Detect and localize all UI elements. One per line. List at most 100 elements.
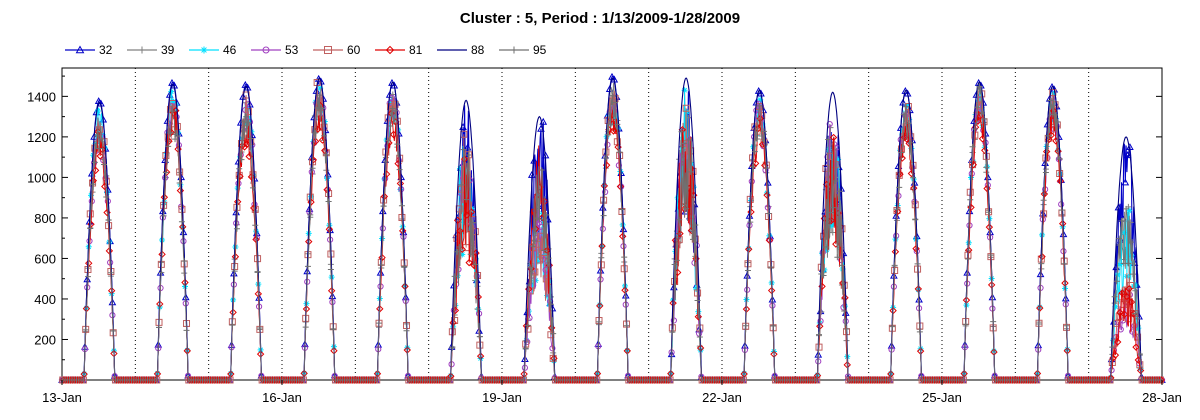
data-point [169, 99, 177, 107]
data-point [683, 205, 690, 212]
data-point [1131, 309, 1139, 317]
data-point [763, 165, 770, 172]
data-point [827, 216, 835, 225]
data-point [174, 133, 181, 140]
data-point [376, 320, 383, 327]
data-point [550, 330, 557, 337]
legend-item-53: 53 [251, 43, 299, 57]
data-point [621, 254, 628, 261]
data-point [254, 255, 262, 263]
data-point [1136, 351, 1143, 358]
data-point [767, 261, 775, 269]
data-point [254, 268, 261, 275]
data-point [256, 325, 264, 333]
data-point [101, 182, 109, 191]
y-tick-label: 800 [34, 211, 56, 226]
data-point [453, 216, 462, 225]
data-point [463, 143, 472, 151]
data-point [987, 253, 995, 261]
data-point [530, 156, 538, 164]
data-point [231, 262, 239, 270]
data-point [472, 261, 479, 268]
data-point [467, 251, 474, 258]
data-point [178, 205, 186, 213]
data-point [1125, 285, 1133, 293]
data-point [967, 203, 975, 212]
data-point [1127, 298, 1136, 306]
data-point [302, 324, 309, 331]
data-point [887, 377, 894, 383]
data-point [307, 198, 315, 206]
data-point [373, 377, 380, 383]
data-point [896, 184, 903, 191]
data-point [89, 181, 96, 188]
data-point [456, 227, 464, 235]
data-point [747, 219, 754, 226]
data-point [754, 135, 761, 142]
data-point [394, 141, 401, 148]
data-point [692, 222, 699, 229]
data-point [247, 173, 256, 181]
legend-label: 39 [161, 43, 175, 57]
data-point [1042, 169, 1049, 176]
data-point [401, 263, 408, 270]
data-point [109, 329, 117, 337]
data-point [527, 264, 534, 271]
data-point [671, 261, 678, 268]
data-point [829, 229, 836, 236]
data-point [755, 102, 763, 110]
data-point [903, 103, 910, 110]
data-point [978, 90, 986, 98]
data-point [960, 377, 967, 383]
data-point [1040, 197, 1047, 204]
data-point [156, 324, 163, 331]
data-point [829, 133, 838, 142]
data-point [983, 164, 990, 171]
data-point [820, 272, 827, 279]
data-point [1033, 377, 1040, 383]
data-point [891, 267, 899, 275]
data-point [903, 103, 910, 110]
data-point [813, 371, 822, 380]
data-point [689, 236, 696, 243]
data-point [168, 88, 175, 95]
data-point [240, 118, 247, 125]
legend-marker [324, 46, 332, 54]
y-tick-label: 1000 [27, 170, 56, 185]
x-tick-label: 19-Jan [482, 390, 522, 405]
data-point [985, 209, 992, 216]
data-point [678, 128, 685, 135]
data-point [916, 328, 923, 335]
chart-title: Cluster : 5, Period : 1/13/2009-1/28/200… [459, 10, 741, 27]
data-point [1116, 261, 1123, 268]
data-point [378, 261, 385, 268]
data-point [101, 161, 108, 168]
x-tick-label: 25-Jan [922, 390, 962, 405]
data-point [1132, 343, 1140, 351]
data-point [321, 132, 328, 139]
data-point [602, 154, 609, 161]
data-point [1123, 292, 1131, 301]
data-point [238, 156, 245, 163]
data-point [80, 377, 87, 383]
data-point [693, 285, 700, 292]
data-point [472, 249, 480, 257]
data-point [522, 345, 529, 352]
series-line-95 [62, 85, 1162, 381]
data-point [1056, 155, 1063, 162]
data-point [1126, 207, 1133, 214]
data-point [474, 293, 483, 301]
legend-item-32: 32 [65, 43, 113, 57]
data-point [1116, 235, 1123, 242]
data-point [162, 169, 169, 176]
data-point [458, 181, 465, 188]
data-point [1047, 97, 1054, 104]
data-point [94, 107, 101, 114]
data-point [841, 294, 849, 302]
data-point [158, 269, 165, 276]
data-point [616, 149, 623, 156]
x-tick-label: 16-Jan [262, 390, 302, 405]
data-point [469, 219, 476, 226]
data-point [981, 115, 988, 122]
legend-label: 81 [409, 43, 423, 57]
